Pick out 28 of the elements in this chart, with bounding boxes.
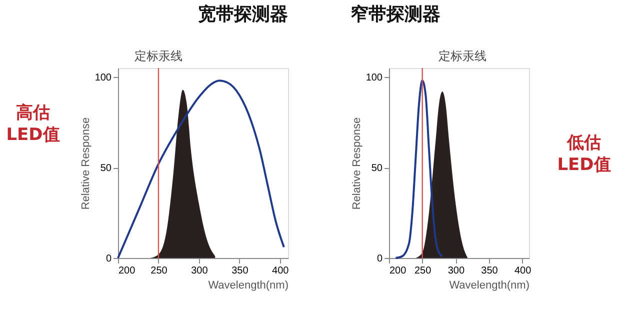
chart-title: 窄带探测器 bbox=[350, 4, 440, 25]
x-tick-label: 400 bbox=[272, 266, 290, 276]
y-tick-label: 0 bbox=[376, 254, 383, 264]
x-tick-label: 300 bbox=[191, 266, 208, 276]
x-tick-label: 200 bbox=[390, 266, 407, 276]
line-series bbox=[117, 80, 285, 259]
x-tick-label: 350 bbox=[232, 266, 249, 276]
y-axis-title: Relative Response bbox=[80, 117, 92, 210]
x-tick-label: 200 bbox=[118, 266, 136, 276]
x-tick-label: 400 bbox=[514, 266, 532, 276]
y-tick-label: 50 bbox=[371, 163, 383, 174]
ref-line-label: 定标汞线 bbox=[134, 49, 182, 63]
x-tick-label: 350 bbox=[481, 266, 498, 276]
y-tick-label: 100 bbox=[94, 72, 112, 84]
x-tick-label: 250 bbox=[150, 266, 168, 276]
y-tick-label: 50 bbox=[100, 163, 112, 174]
chart-title: 宽带探测器 bbox=[198, 4, 288, 25]
x-axis-title: Wavelength(nm) bbox=[449, 280, 530, 292]
y-tick-label: 0 bbox=[106, 254, 112, 264]
x-tick-label: 300 bbox=[448, 266, 465, 276]
text: 低估 LED值 bbox=[557, 133, 611, 175]
text: 高估 LED值 bbox=[6, 103, 60, 145]
x-axis-title: Wavelength(nm) bbox=[208, 280, 288, 292]
y-tick-label: 100 bbox=[366, 72, 383, 84]
y-axis-title: Relative Response bbox=[350, 117, 363, 210]
x-tick-label: 250 bbox=[414, 266, 432, 276]
ref-line-label: 定标汞线 bbox=[438, 49, 486, 63]
line-series bbox=[394, 80, 444, 259]
